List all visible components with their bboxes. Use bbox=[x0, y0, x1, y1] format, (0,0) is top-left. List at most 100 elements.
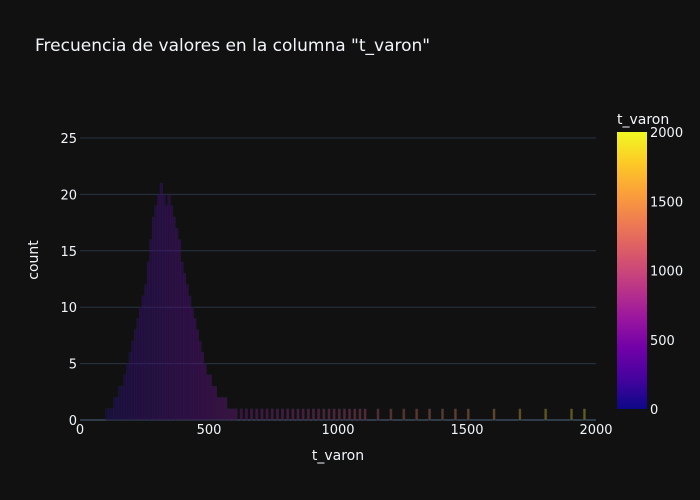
histogram-bar bbox=[133, 329, 137, 421]
histogram-bar bbox=[353, 408, 357, 421]
histogram-bar bbox=[175, 228, 179, 421]
histogram-bar bbox=[162, 194, 166, 421]
y-tick-label: 20 bbox=[60, 188, 77, 203]
histogram-bar bbox=[203, 363, 207, 421]
colorbar bbox=[617, 132, 647, 409]
histogram-bar bbox=[570, 408, 573, 421]
colorbar-tick-label: 0 bbox=[650, 403, 658, 418]
histogram-bar bbox=[131, 340, 135, 421]
histogram-bar bbox=[172, 216, 176, 421]
colorbar-tick-label: 1500 bbox=[650, 195, 683, 210]
histogram-bar bbox=[312, 408, 315, 421]
histogram-bar bbox=[255, 408, 259, 421]
histogram-bar bbox=[301, 408, 305, 421]
x-tick-label: 2000 bbox=[579, 423, 612, 438]
x-axis-label: t_varon bbox=[312, 448, 364, 464]
histogram-bar bbox=[146, 261, 150, 421]
histogram-bar bbox=[195, 329, 199, 421]
histogram-bar bbox=[342, 408, 346, 421]
histogram-bar bbox=[232, 408, 236, 421]
histogram-bar bbox=[244, 408, 248, 421]
histogram-bar bbox=[306, 408, 310, 421]
histogram-bar bbox=[327, 408, 331, 421]
histogram-bar bbox=[201, 352, 205, 421]
histogram-bar bbox=[466, 408, 470, 421]
y-axis-label: count bbox=[26, 240, 42, 280]
histogram-bar bbox=[518, 408, 522, 421]
colorbar-tick-label: 500 bbox=[650, 334, 675, 349]
histogram-bar bbox=[123, 374, 127, 421]
histogram-bar bbox=[441, 408, 444, 421]
histogram-bar bbox=[157, 194, 161, 421]
bars bbox=[105, 182, 586, 421]
x-tick-label: 1500 bbox=[450, 423, 483, 438]
histogram-bar bbox=[402, 408, 406, 421]
histogram-bar bbox=[164, 205, 168, 421]
histogram-bar bbox=[110, 408, 114, 421]
histogram-bar bbox=[180, 261, 184, 421]
colorbar-ticks: 0 500 1000 1500 2000 bbox=[650, 126, 683, 418]
histogram-bar bbox=[149, 239, 153, 421]
histogram-bar bbox=[206, 374, 210, 421]
histogram-bar bbox=[229, 408, 233, 421]
histogram-bar bbox=[126, 363, 130, 421]
histogram-bar bbox=[167, 194, 171, 421]
histogram-bar bbox=[188, 295, 192, 421]
histogram-bar bbox=[317, 408, 321, 421]
gridlines bbox=[80, 137, 596, 421]
colorbar-title: t_varon bbox=[617, 112, 669, 128]
histogram-bar bbox=[234, 408, 238, 421]
histogram-bar bbox=[224, 397, 228, 421]
histogram-bar bbox=[389, 408, 393, 421]
histogram-bar bbox=[286, 408, 290, 421]
histogram-bar bbox=[281, 408, 285, 421]
histogram-bar bbox=[152, 216, 156, 421]
histogram-bar bbox=[221, 397, 225, 421]
histogram-bar bbox=[322, 408, 326, 421]
histogram-bar bbox=[358, 408, 362, 421]
histogram-bar bbox=[428, 408, 432, 421]
histogram-bar bbox=[208, 374, 212, 421]
histogram-bar bbox=[198, 340, 202, 421]
y-tick-label: 5 bbox=[69, 358, 77, 373]
histogram-bar bbox=[105, 408, 109, 421]
histogram-bar bbox=[113, 397, 117, 421]
x-tick-label: 500 bbox=[197, 423, 222, 438]
histogram-bar bbox=[348, 408, 352, 421]
histogram-bar bbox=[291, 408, 295, 421]
histogram-bar bbox=[185, 284, 189, 421]
y-tick-label: 0 bbox=[69, 414, 77, 429]
histogram-bar bbox=[226, 408, 230, 421]
histogram-bar bbox=[141, 295, 145, 421]
histogram-bar bbox=[363, 408, 367, 421]
histogram-bar bbox=[159, 182, 163, 421]
colorbar-tick-label: 2000 bbox=[650, 126, 683, 141]
histogram-bar bbox=[260, 408, 264, 421]
histogram-bar bbox=[296, 408, 300, 421]
histogram-bar bbox=[115, 397, 119, 421]
histogram-bar bbox=[582, 408, 586, 421]
y-tick-label: 10 bbox=[60, 301, 77, 316]
y-axis-ticks: 0 5 10 15 20 25 bbox=[60, 132, 77, 429]
histogram-bar bbox=[190, 307, 194, 421]
histogram-bar bbox=[265, 408, 269, 421]
histogram-bar bbox=[118, 385, 122, 421]
x-tick-label: 0 bbox=[76, 423, 84, 438]
histogram-bar bbox=[453, 408, 457, 421]
histogram-bar bbox=[121, 385, 125, 421]
colorbar-tick-label: 1000 bbox=[650, 265, 683, 280]
histogram-bar bbox=[492, 408, 496, 421]
histogram-bar bbox=[213, 385, 217, 421]
histogram-bar bbox=[239, 408, 243, 421]
y-tick-label: 15 bbox=[60, 245, 77, 260]
y-tick-label: 25 bbox=[60, 132, 77, 147]
histogram-bar bbox=[219, 397, 223, 421]
histogram-bar bbox=[415, 408, 419, 421]
histogram-bar bbox=[177, 239, 181, 421]
histogram-bar bbox=[332, 408, 336, 421]
histogram-bar bbox=[108, 408, 112, 421]
histogram-bar bbox=[250, 408, 254, 421]
histogram-bar bbox=[139, 307, 143, 421]
histogram-bar bbox=[216, 397, 220, 421]
